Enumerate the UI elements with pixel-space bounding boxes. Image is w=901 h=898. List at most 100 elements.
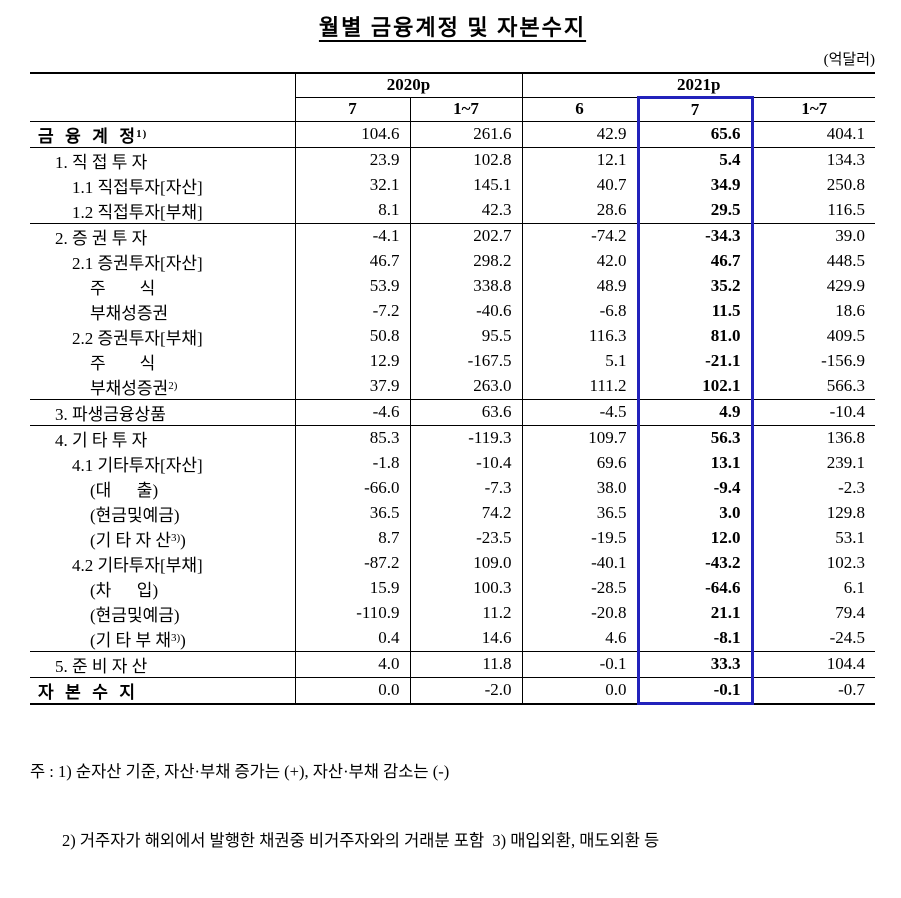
value-cell: 48.9 xyxy=(521,273,638,299)
value-cell: 111.2 xyxy=(521,373,638,400)
value-cell: 4.0 xyxy=(294,651,410,678)
table-body: 금 융 계 정1) 104.6 261.6 42.9 65.6 404.1 1. 직 접 투… xyxy=(30,121,875,705)
value-cell: 261.6 xyxy=(409,121,522,148)
value-cell: -0.7 xyxy=(751,677,875,704)
table-row: 부채성증권 -7.2 -40.6 -6.8 11.5 18.6 xyxy=(30,298,875,324)
footnotes: 주 : 1) 순자산 기준, 자산·부채 증가는 (+), 자산·부채 감소는 … xyxy=(30,714,875,898)
value-cell: 250.8 xyxy=(751,172,875,198)
value-cell: -7.3 xyxy=(409,475,522,501)
value-cell: -4.5 xyxy=(521,399,638,426)
value-cell: 109.7 xyxy=(521,425,638,451)
value-cell: 102.3 xyxy=(751,550,875,576)
value-cell: -4.1 xyxy=(294,223,410,249)
table-row: (현금및예금) 36.5 74.2 36.5 3.0 129.8 xyxy=(30,500,875,526)
value-cell: 134.3 xyxy=(751,147,875,173)
value-cell-highlighted: -43.2 xyxy=(636,550,754,576)
value-cell: 8.7 xyxy=(294,525,410,551)
value-cell: 298.2 xyxy=(409,248,522,274)
table-row: 주 식 53.9 338.8 48.9 35.2 429.9 xyxy=(30,273,875,299)
value-cell: 95.5 xyxy=(409,323,522,349)
row-label: 5. 준 비 자 산 xyxy=(30,651,296,678)
col-group-2020p: 2020p xyxy=(294,73,522,98)
corner-cell xyxy=(30,73,296,121)
col-header-2021-7-highlighted: 7 xyxy=(636,95,754,121)
row-label: 1.1 직접투자[자산] xyxy=(30,172,296,198)
header-group-row: 2020p 2021p xyxy=(30,73,875,121)
row-label: 1. 직 접 투 자 xyxy=(30,147,296,173)
value-cell: -6.8 xyxy=(521,298,638,324)
value-cell-highlighted: 5.4 xyxy=(636,147,754,173)
row-label: 자 본 수 지 xyxy=(30,677,296,704)
row-label: (현금및예금) xyxy=(30,600,296,626)
value-cell: -10.4 xyxy=(751,399,875,426)
table-row: 1.1 직접투자[자산] 32.1 145.1 40.7 34.9 250.8 xyxy=(30,172,875,198)
value-cell: 12.9 xyxy=(294,348,410,374)
unit-label: (억달러) xyxy=(823,52,875,68)
value-cell: 429.9 xyxy=(751,273,875,299)
table-row: 주 식 12.9 -167.5 5.1 -21.1 -156.9 xyxy=(30,348,875,374)
row-label: (대 출) xyxy=(30,475,296,501)
footnote-1: 주 : 1) 순자산 기준, 자산·부채 증가는 (+), 자산·부채 감소는 … xyxy=(30,762,450,781)
value-cell-highlighted: -34.3 xyxy=(636,223,754,249)
value-cell: 102.8 xyxy=(409,147,522,173)
value-cell: 53.9 xyxy=(294,273,410,299)
value-cell: 104.6 xyxy=(294,121,410,148)
value-cell: 42.9 xyxy=(521,121,638,148)
value-cell: -40.6 xyxy=(409,298,522,324)
row-label: (차 입) xyxy=(30,575,296,601)
table-row: 자 본 수 지 0.0 -2.0 0.0 -0.1 -0.7 xyxy=(30,677,875,705)
value-cell: 338.8 xyxy=(409,273,522,299)
value-cell: 8.1 xyxy=(294,197,410,224)
value-cell: 38.0 xyxy=(521,475,638,501)
value-cell: 5.1 xyxy=(521,348,638,374)
table-row: 4.2 기타투자[부채] -87.2 109.0 -40.1 -43.2 102.3 xyxy=(30,550,875,576)
value-cell: 40.7 xyxy=(521,172,638,198)
value-cell-highlighted: 29.5 xyxy=(636,197,754,224)
value-cell: 6.1 xyxy=(751,575,875,601)
row-label: 3. 파생금융상품 xyxy=(30,399,296,426)
value-cell: 0.4 xyxy=(294,625,410,652)
table-row: 5. 준 비 자 산 4.0 11.8 -0.1 33.3 104.4 xyxy=(30,651,875,678)
row-label: 부채성증권 xyxy=(30,298,296,324)
table-row: 3. 파생금융상품 -4.6 63.6 -4.5 4.9 -10.4 xyxy=(30,399,875,426)
value-cell-highlighted: 3.0 xyxy=(636,500,754,526)
value-cell: 116.5 xyxy=(751,197,875,224)
value-cell-highlighted: 35.2 xyxy=(636,273,754,299)
value-cell-highlighted: -64.6 xyxy=(636,575,754,601)
value-cell: -156.9 xyxy=(751,348,875,374)
value-cell: -119.3 xyxy=(409,425,522,451)
row-label: 4. 기 타 투 자 xyxy=(30,425,296,451)
value-cell: -87.2 xyxy=(294,550,410,576)
row-label: 2.1 증권투자[자산] xyxy=(30,248,296,274)
financial-account-table: 2020p 2021p 7 1~7 6 7 1~7 금 융 계 정1) 104.6… xyxy=(30,72,875,705)
value-cell: -20.8 xyxy=(521,600,638,626)
value-cell-highlighted: -9.4 xyxy=(636,475,754,501)
table-row: (기 타 자 산3)) 8.7 -23.5 -19.5 12.0 53.1 xyxy=(30,525,875,551)
value-cell-highlighted: 13.1 xyxy=(636,450,754,476)
table-row: 2.1 증권투자[자산] 46.7 298.2 42.0 46.7 448.5 xyxy=(30,248,875,274)
value-cell: -74.2 xyxy=(521,223,638,249)
table-row: 2. 증 권 투 자 -4.1 202.7 -74.2 -34.3 39.0 xyxy=(30,223,875,249)
value-cell-highlighted: 81.0 xyxy=(636,323,754,349)
col-header-2020-7: 7 xyxy=(294,97,410,121)
table-row: 금 융 계 정1) 104.6 261.6 42.9 65.6 404.1 xyxy=(30,121,875,148)
value-cell: 63.6 xyxy=(409,399,522,426)
table-row: (차 입) 15.9 100.3 -28.5 -64.6 6.1 xyxy=(30,575,875,601)
value-cell: 239.1 xyxy=(751,450,875,476)
value-cell: 36.5 xyxy=(294,500,410,526)
table-row: (기 타 부 채3)) 0.4 14.6 4.6 -8.1 -24.5 xyxy=(30,625,875,652)
value-cell: 42.0 xyxy=(521,248,638,274)
value-cell: 18.6 xyxy=(751,298,875,324)
row-label: (기 타 부 채3)) xyxy=(30,625,296,652)
value-cell: 0.0 xyxy=(294,677,410,704)
value-cell: 145.1 xyxy=(409,172,522,198)
value-cell: 42.3 xyxy=(409,197,522,224)
value-cell-highlighted: 65.6 xyxy=(636,121,754,148)
row-label: 금 융 계 정1) xyxy=(30,121,296,148)
value-cell: 85.3 xyxy=(294,425,410,451)
page-title: 월별 금융계정 및 자본수지 xyxy=(318,15,587,40)
row-label: 부채성증권2) xyxy=(30,373,296,400)
value-cell: 0.0 xyxy=(521,677,638,704)
value-cell: -24.5 xyxy=(751,625,875,652)
value-cell: -66.0 xyxy=(294,475,410,501)
